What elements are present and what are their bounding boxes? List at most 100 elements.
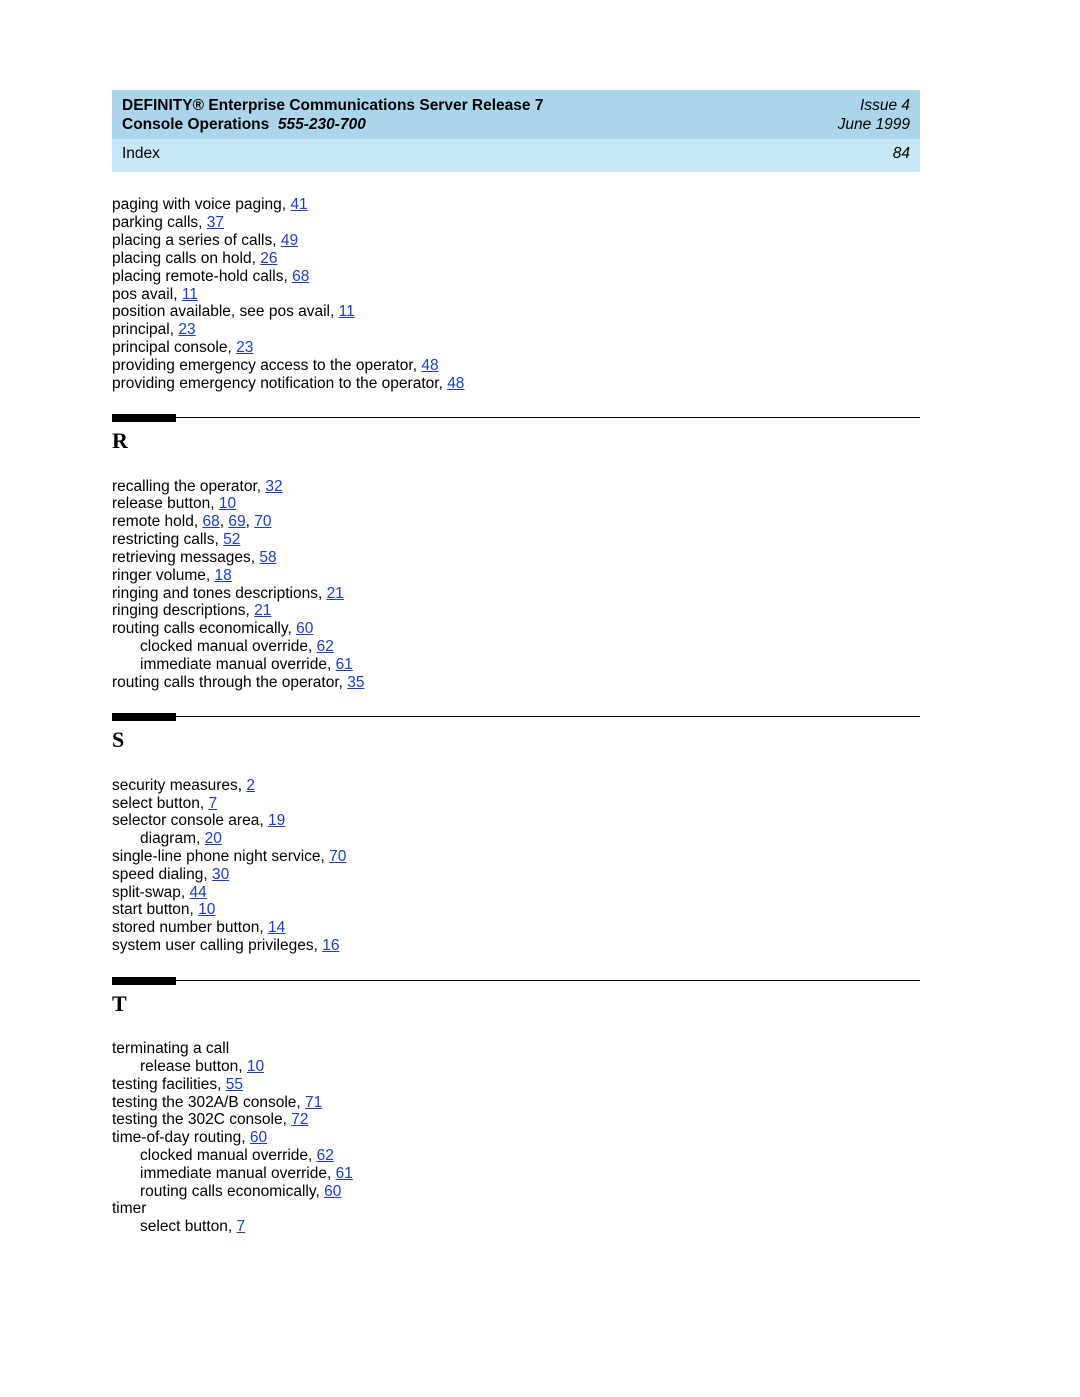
page-link[interactable]: 20 (205, 830, 222, 847)
section-letter: S (112, 717, 920, 776)
index-entry: routing calls through the operator, 35 (112, 674, 920, 692)
page-link[interactable]: 10 (219, 495, 236, 512)
page-link[interactable]: 61 (336, 1165, 353, 1182)
page-link[interactable]: 11 (339, 303, 355, 320)
page-link[interactable]: 7 (209, 795, 218, 812)
page-link[interactable]: 55 (226, 1076, 243, 1093)
page-link[interactable]: 41 (290, 196, 307, 213)
index-entry: security measures, 2 (112, 777, 920, 795)
index-entry-text: terminating a call (112, 1040, 229, 1057)
index-entry: select button, 7 (112, 795, 920, 813)
page-link[interactable]: 37 (207, 214, 224, 231)
page-link[interactable]: 70 (329, 848, 346, 865)
index-entry: recalling the operator, 32 (112, 478, 920, 496)
index-entry: remote hold, 68, 69, 70 (112, 513, 920, 531)
page-link[interactable]: 44 (190, 884, 207, 901)
index-entry: testing the 302C console, 72 (112, 1111, 920, 1129)
page-link[interactable]: 26 (260, 250, 277, 267)
index-entry-text: testing facilities (112, 1076, 217, 1093)
page-link[interactable]: 10 (247, 1058, 264, 1075)
page-link[interactable]: 23 (236, 339, 253, 356)
page-link[interactable]: 49 (281, 232, 298, 249)
doc-title-line1: DEFINITY® Enterprise Communications Serv… (122, 96, 543, 115)
issue-label: Issue 4 (838, 96, 910, 115)
index-entry: restricting calls, 52 (112, 531, 920, 549)
index-entry-text: remote hold (112, 513, 194, 530)
index-entry-text: position available, see pos avail (112, 303, 330, 320)
index-entry-text: testing the 302C console (112, 1111, 283, 1128)
index-entry-text: placing calls on hold (112, 250, 252, 267)
index-entry-text: security measures (112, 777, 238, 794)
page-link[interactable]: 60 (296, 620, 313, 637)
index-entry: selector console area, 19 (112, 812, 920, 830)
doc-number: 555-230-700 (278, 116, 366, 133)
index-entry-text: parking calls (112, 214, 198, 231)
index-entry: terminating a call (112, 1040, 920, 1058)
index-entry: routing calls economically, 60 (112, 1183, 920, 1201)
index-entry-text: selector console area (112, 812, 259, 829)
page-link[interactable]: 21 (254, 602, 271, 619)
index-entry: single-line phone night service, 70 (112, 848, 920, 866)
page-link[interactable]: 61 (336, 656, 353, 673)
page-link[interactable]: 16 (322, 937, 339, 954)
page-link[interactable]: 21 (327, 585, 344, 602)
page-link[interactable]: 72 (291, 1111, 308, 1128)
index-entry-text: pos avail (112, 286, 173, 303)
page-number: 84 (893, 143, 910, 165)
page-link[interactable]: 70 (254, 513, 271, 530)
page-link[interactable]: 60 (324, 1183, 341, 1200)
page-link[interactable]: 7 (237, 1218, 246, 1235)
page-link[interactable]: 30 (212, 866, 229, 883)
page-link[interactable]: 68 (202, 513, 219, 530)
index-entry-text: clocked manual override (140, 1147, 308, 1164)
index-entry: select button, 7 (112, 1218, 920, 1236)
index-entry: parking calls, 37 (112, 214, 920, 232)
index-entry: timer (112, 1200, 920, 1218)
page-link[interactable]: 52 (223, 531, 240, 548)
page-link[interactable]: 48 (421, 357, 438, 374)
page-link[interactable]: 2 (246, 777, 255, 794)
index-entry-text: principal (112, 321, 170, 338)
index-entry-text: start button (112, 901, 190, 918)
index-entry: clocked manual override, 62 (112, 1147, 920, 1165)
index-entry: stored number button, 14 (112, 919, 920, 937)
index-entry-text: providing emergency notification to the … (112, 375, 439, 392)
index-entry-text: select button (112, 795, 200, 812)
page-link[interactable]: 62 (317, 1147, 334, 1164)
index-entry-text: ringing and tones descriptions (112, 585, 318, 602)
index-entry: placing remote-hold calls, 68 (112, 268, 920, 286)
doc-title-line2: Console Operations 555-230-700 (122, 115, 543, 134)
page-link[interactable]: 11 (182, 286, 198, 303)
page-link[interactable]: 68 (292, 268, 309, 285)
date-label: June 1999 (838, 115, 910, 134)
page-link[interactable]: 10 (198, 901, 215, 918)
index-entry: providing emergency notification to the … (112, 375, 920, 393)
page-link[interactable]: 19 (268, 812, 285, 829)
index-entry: principal, 23 (112, 321, 920, 339)
index-entry-text: diagram (140, 830, 196, 847)
page-link[interactable]: 35 (347, 674, 364, 691)
page-link[interactable]: 32 (265, 478, 282, 495)
page-link[interactable]: 69 (228, 513, 245, 530)
index-entry-text: speed dialing (112, 866, 203, 883)
index-entry-text: ringing descriptions (112, 602, 246, 619)
page-link[interactable]: 18 (215, 567, 232, 584)
page-link[interactable]: 58 (259, 549, 276, 566)
index-entry: routing calls economically, 60 (112, 620, 920, 638)
index-entry: speed dialing, 30 (112, 866, 920, 884)
index-entry-text: retrieving messages (112, 549, 251, 566)
page-link[interactable]: 71 (305, 1094, 322, 1111)
index-entry-text: stored number button (112, 919, 259, 936)
page-link[interactable]: 14 (268, 919, 285, 936)
index-entry: placing a series of calls, 49 (112, 232, 920, 250)
index-entry: start button, 10 (112, 901, 920, 919)
page-link[interactable]: 62 (317, 638, 334, 655)
index-entry-text: timer (112, 1200, 146, 1217)
page-link[interactable]: 23 (178, 321, 195, 338)
index-entry-text: testing the 302A/B console (112, 1094, 296, 1111)
header-issue-date: Issue 4 June 1999 (838, 96, 910, 135)
index-entry-text: select button (140, 1218, 228, 1235)
page-link[interactable]: 60 (250, 1129, 267, 1146)
index-entry: ringing and tones descriptions, 21 (112, 585, 920, 603)
page-link[interactable]: 48 (447, 375, 464, 392)
